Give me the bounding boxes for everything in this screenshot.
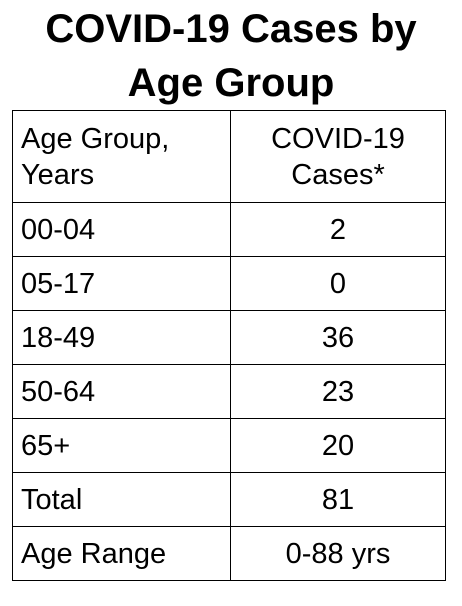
- age-group-cell: 65+: [12, 418, 231, 473]
- age-group-cell: 50-64: [12, 364, 231, 419]
- cases-cell: 23: [230, 364, 446, 419]
- title-line-2: Age Group: [127, 61, 335, 105]
- total-row: Total 81: [12, 472, 446, 527]
- table-header-row: Age Group, Years COVID-19 Cases*: [12, 110, 446, 203]
- table-row: 00-04 2: [12, 202, 446, 257]
- title-line-1: COVID-19 Cases by: [45, 7, 417, 51]
- cases-cell: 20: [230, 418, 446, 473]
- table-row: 65+ 20: [12, 418, 446, 473]
- age-range-value-cell: 0-88 yrs: [230, 526, 446, 581]
- age-range-label-cell: Age Range: [12, 526, 231, 581]
- age-range-row: Age Range 0-88 yrs: [12, 526, 446, 581]
- header-age-group-line-1: Age Group,: [21, 122, 170, 155]
- cases-cell: 2: [230, 202, 446, 257]
- header-cases: COVID-19 Cases*: [230, 110, 446, 203]
- header-age-group: Age Group, Years: [12, 110, 231, 203]
- total-label-cell: Total: [12, 472, 231, 527]
- cases-table: Age Group, Years COVID-19 Cases* 00-04 2…: [12, 110, 446, 581]
- total-value-cell: 81: [230, 472, 446, 527]
- page-title: COVID-19 Cases by Age Group: [0, 0, 462, 110]
- age-group-cell: 18-49: [12, 310, 231, 365]
- cases-cell: 36: [230, 310, 446, 365]
- cases-cell: 0: [230, 256, 446, 311]
- header-cases-line-1: COVID-19: [271, 122, 405, 155]
- header-age-group-line-2: Years: [21, 158, 95, 191]
- header-cases-line-2: Cases*: [291, 158, 385, 191]
- age-group-cell: 05-17: [12, 256, 231, 311]
- table-row: 50-64 23: [12, 364, 446, 419]
- table-row: 05-17 0: [12, 256, 446, 311]
- table-row: 18-49 36: [12, 310, 446, 365]
- age-group-cell: 00-04: [12, 202, 231, 257]
